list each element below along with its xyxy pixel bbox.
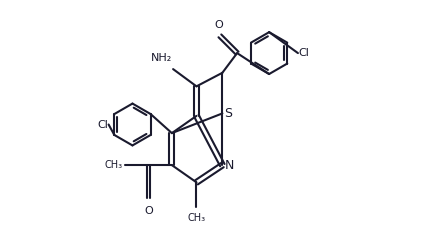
Text: CH₃: CH₃ <box>105 160 123 170</box>
Text: O: O <box>144 206 153 216</box>
Text: CH₃: CH₃ <box>187 213 206 223</box>
Text: Cl: Cl <box>298 48 309 58</box>
Text: NH₂: NH₂ <box>150 53 172 63</box>
Text: S: S <box>224 107 232 120</box>
Text: Cl: Cl <box>97 120 108 129</box>
Text: N: N <box>224 159 234 172</box>
Text: O: O <box>214 20 223 30</box>
